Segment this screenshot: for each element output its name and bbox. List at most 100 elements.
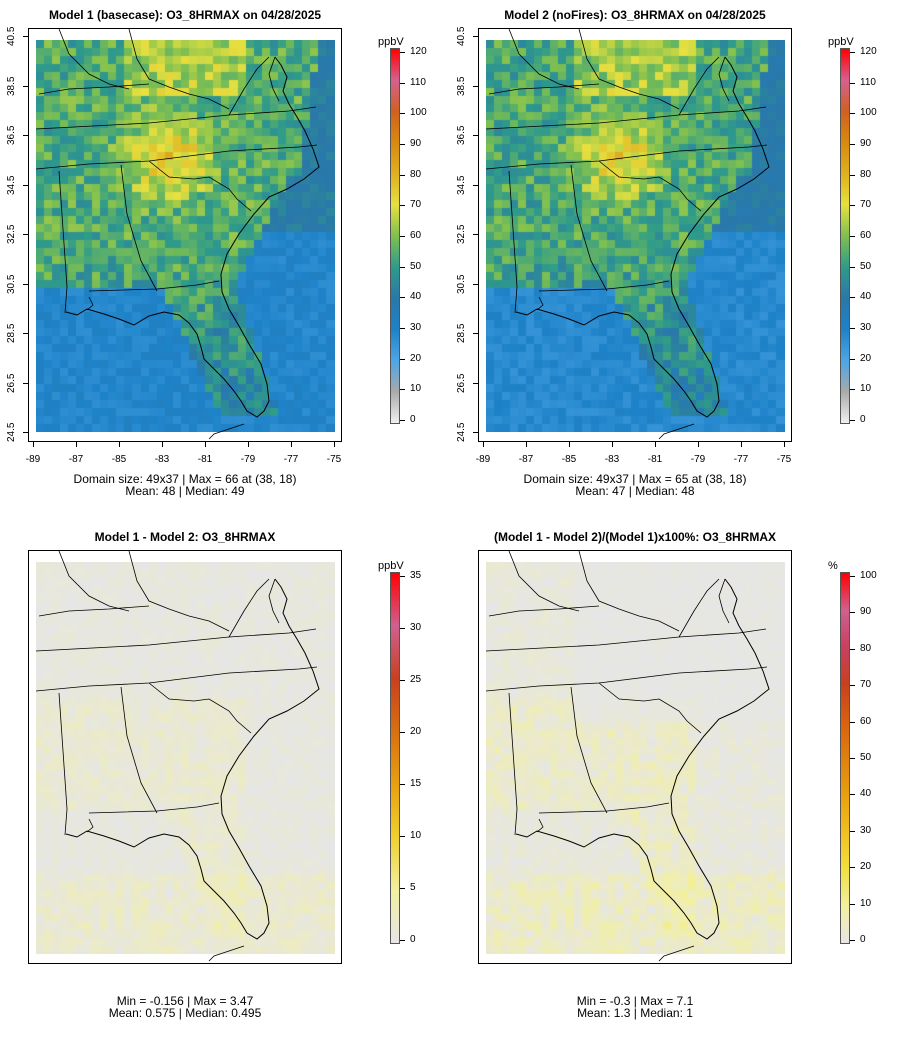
colorbar-label: 100 xyxy=(860,570,877,581)
y-axis-label: 30.5 xyxy=(456,274,467,293)
colorbar-tick xyxy=(850,831,855,832)
state-boundary xyxy=(486,145,767,169)
colorbar-tick xyxy=(850,420,855,421)
state-boundary xyxy=(87,297,93,310)
state-boundary xyxy=(509,551,579,611)
colorbar-tick xyxy=(400,328,405,329)
x-axis-label: -75 xyxy=(777,454,791,465)
colorbar-label: 20 xyxy=(860,861,871,872)
colorbar-tick xyxy=(400,420,405,421)
x-axis-label: -89 xyxy=(476,454,490,465)
state-boundary xyxy=(719,579,729,623)
y-axis-tick xyxy=(23,432,28,433)
colorbar-tick xyxy=(850,267,855,268)
state-boundary xyxy=(209,424,244,439)
colorbar-tick xyxy=(400,175,405,176)
state-boundary xyxy=(489,606,599,616)
y-axis-tick xyxy=(23,284,28,285)
colorbar-label: 100 xyxy=(410,107,427,118)
colorbar-label: 20 xyxy=(410,353,421,364)
y-axis-tick xyxy=(473,86,478,87)
colorbar-tick xyxy=(850,758,855,759)
colorbar-tick xyxy=(400,52,405,53)
y-axis-tick xyxy=(473,36,478,37)
colorbar-label: 0 xyxy=(410,414,416,425)
y-axis-label: 26.5 xyxy=(6,373,17,392)
x-axis-label: -85 xyxy=(562,454,576,465)
x-axis-tick xyxy=(205,442,206,447)
x-axis-tick xyxy=(33,442,34,447)
colorbar-tick xyxy=(400,784,405,785)
colorbar-tick xyxy=(400,836,405,837)
x-axis-tick xyxy=(334,442,335,447)
x-axis-tick xyxy=(162,442,163,447)
y-axis-label: 30.5 xyxy=(6,274,17,293)
colorbar-tick xyxy=(850,359,855,360)
state-boundary xyxy=(87,819,93,832)
colorbar-tick xyxy=(400,359,405,360)
state-outlines xyxy=(29,29,343,443)
colorbar-label: 10 xyxy=(410,830,421,841)
colorbar xyxy=(840,572,850,944)
y-axis-label: 38.5 xyxy=(6,76,17,95)
y-axis-tick xyxy=(473,432,478,433)
state-boundary xyxy=(36,667,317,691)
state-boundary xyxy=(537,297,543,310)
x-axis-tick xyxy=(483,442,484,447)
colorbar-tick xyxy=(850,205,855,206)
state-boundary xyxy=(39,84,149,94)
state-boundary xyxy=(59,693,67,835)
panel-title: Model 1 - Model 2: O3_8HRMAX xyxy=(0,530,370,544)
state-boundary xyxy=(269,57,279,101)
x-axis-label: -83 xyxy=(605,454,619,465)
colorbar-tick xyxy=(400,888,405,889)
colorbar-label: 50 xyxy=(410,261,421,272)
y-axis-label: 40.5 xyxy=(456,27,467,46)
x-axis-tick xyxy=(612,442,613,447)
colorbar-label: 0 xyxy=(860,934,866,945)
colorbar-tick xyxy=(850,52,855,53)
colorbar xyxy=(390,572,400,944)
state-outlines xyxy=(479,551,793,965)
stats-line-2: Mean: 1.3 | Median: 1 xyxy=(450,1007,820,1019)
y-axis-tick xyxy=(473,185,478,186)
map-frame xyxy=(28,28,342,442)
colorbar-unit: ppbV xyxy=(828,36,854,48)
state-boundary xyxy=(229,579,269,637)
colorbar-label: 100 xyxy=(860,107,877,118)
x-axis-tick xyxy=(291,442,292,447)
colorbar xyxy=(390,48,400,424)
state-boundary xyxy=(679,579,719,637)
y-axis-tick xyxy=(473,383,478,384)
x-axis-label: -79 xyxy=(241,454,255,465)
colorbar-label: 5 xyxy=(410,882,416,893)
colorbar-tick xyxy=(850,389,855,390)
colorbar-label: 25 xyxy=(410,674,421,685)
state-boundary xyxy=(659,424,694,439)
x-axis-label: -85 xyxy=(112,454,126,465)
x-axis-tick xyxy=(784,442,785,447)
y-axis-label: 24.5 xyxy=(456,423,467,442)
state-boundary xyxy=(579,551,679,631)
colorbar-label: 90 xyxy=(860,606,871,617)
colorbar-tick xyxy=(400,297,405,298)
x-axis-label: -89 xyxy=(26,454,40,465)
stats-line-2: Mean: 48 | Median: 49 xyxy=(0,485,370,497)
colorbar-tick xyxy=(850,328,855,329)
colorbar-tick xyxy=(850,236,855,237)
colorbar-label: 80 xyxy=(860,643,871,654)
state-boundary xyxy=(679,57,719,115)
y-axis-tick xyxy=(23,185,28,186)
x-axis-label: -83 xyxy=(155,454,169,465)
colorbar xyxy=(840,48,850,424)
state-boundary xyxy=(129,551,229,631)
colorbar-label: 35 xyxy=(410,570,421,581)
colorbar-tick xyxy=(850,722,855,723)
colorbar-label: 70 xyxy=(860,199,871,210)
state-boundary xyxy=(129,29,229,109)
colorbar-label: 70 xyxy=(410,199,421,210)
state-boundary xyxy=(39,606,149,616)
colorbar-unit: ppbV xyxy=(378,36,404,48)
colorbar-label: 15 xyxy=(410,778,421,789)
colorbar-tick xyxy=(850,83,855,84)
